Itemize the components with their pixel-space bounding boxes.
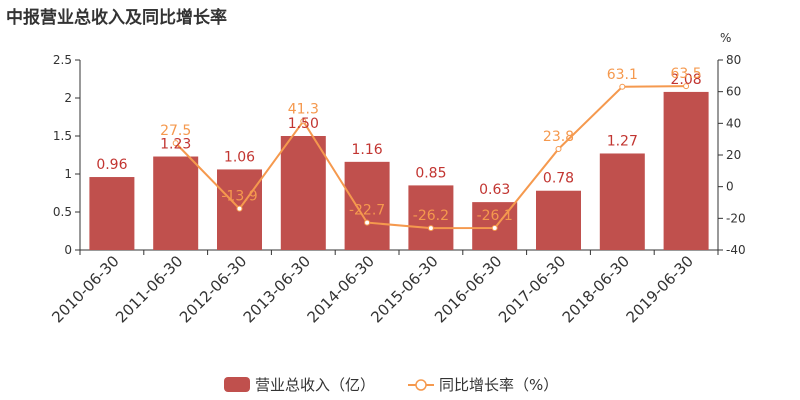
bar bbox=[599, 153, 645, 250]
bar-value-label: 1.23 bbox=[160, 137, 191, 153]
y-left-tick-label: 2.5 bbox=[53, 53, 72, 67]
line-value-label: 27.5 bbox=[160, 123, 191, 139]
line-value-label: 23.8 bbox=[543, 129, 574, 145]
bar-value-label: 2.08 bbox=[671, 72, 702, 88]
bar-value-label: 1.27 bbox=[607, 133, 638, 149]
line-point bbox=[300, 118, 307, 125]
line-value-label: -13.9 bbox=[221, 189, 257, 205]
y-left-tick-label: 2 bbox=[64, 91, 72, 105]
y-right-tick-label: 80 bbox=[726, 53, 741, 67]
bar-value-label: 0.96 bbox=[96, 157, 127, 173]
line-value-label: 63.5 bbox=[671, 66, 702, 82]
bar-value-label: 1.50 bbox=[288, 116, 319, 132]
bar-value-label: 1.06 bbox=[224, 149, 255, 165]
y-right-tick-label: -40 bbox=[726, 243, 746, 257]
y-right-tick-label: 40 bbox=[726, 116, 741, 130]
legend-bar-label: 营业总收入（亿） bbox=[255, 376, 375, 394]
legend-line-marker bbox=[415, 379, 427, 391]
x-tick-label: 2012-06-30 bbox=[176, 252, 250, 326]
y-right-tick-label: -20 bbox=[726, 211, 746, 225]
y-left-tick-label: 1.5 bbox=[53, 129, 72, 143]
line-value-label: 41.3 bbox=[288, 101, 319, 117]
x-tick-label: 2013-06-30 bbox=[240, 252, 314, 326]
x-tick-label: 2010-06-30 bbox=[48, 252, 122, 326]
x-tick-label: 2011-06-30 bbox=[112, 252, 186, 326]
line-point bbox=[683, 83, 690, 90]
data-labels: 0.96 1.23 1.06 1.50 1.16 0.85 0.63 0.78 1.27 2.08… bbox=[96, 66, 701, 224]
line-value-label: -26.2 bbox=[413, 208, 449, 224]
legend-line-label: 同比增长率（%） bbox=[439, 376, 558, 394]
y-left-tick-label: 0.5 bbox=[53, 205, 72, 219]
line-point bbox=[555, 145, 562, 152]
y-right-unit: % bbox=[720, 31, 731, 45]
legend: 营业总收入（亿） 同比增长率（%） bbox=[224, 376, 558, 394]
bar bbox=[89, 177, 135, 250]
bar bbox=[408, 185, 454, 250]
bar bbox=[280, 136, 326, 250]
x-tick-label: 2017-06-30 bbox=[495, 252, 569, 326]
bar-value-label: 0.85 bbox=[415, 165, 446, 181]
bar bbox=[536, 190, 581, 250]
line-point bbox=[427, 225, 434, 232]
line-point bbox=[364, 219, 371, 226]
line-value-label: -22.7 bbox=[349, 203, 385, 219]
y-right-tick-label: 0 bbox=[726, 180, 734, 194]
line-value-label: 63.1 bbox=[607, 67, 638, 83]
line-value-label: -26.1 bbox=[477, 208, 513, 224]
bar bbox=[344, 161, 390, 250]
line-point bbox=[619, 83, 626, 90]
line-point bbox=[236, 205, 243, 212]
x-tick-label: 2014-06-30 bbox=[304, 252, 378, 326]
y-right-tick-label: 60 bbox=[726, 85, 741, 99]
x-tick-label: 2015-06-30 bbox=[367, 252, 441, 326]
legend-bar-swatch bbox=[224, 377, 250, 392]
bar bbox=[153, 156, 199, 250]
bar-value-label: 1.16 bbox=[352, 142, 383, 158]
y-left-tick-label: 0 bbox=[64, 243, 72, 257]
line-point bbox=[491, 224, 498, 231]
bar-value-label: 0.78 bbox=[543, 171, 574, 187]
x-tick-label: 2016-06-30 bbox=[431, 252, 505, 326]
bar-value-label: 0.63 bbox=[479, 182, 510, 198]
bar bbox=[663, 91, 709, 250]
y-left-tick-label: 1 bbox=[64, 167, 72, 181]
x-tick-label: 2018-06-30 bbox=[559, 252, 633, 326]
line-series bbox=[172, 83, 690, 232]
line-point bbox=[172, 140, 179, 147]
x-tick-label: 2019-06-30 bbox=[623, 252, 697, 326]
y-right-tick-label: 20 bbox=[726, 148, 741, 162]
chart-title: 中报营业总收入及同比增长率 bbox=[6, 8, 227, 28]
